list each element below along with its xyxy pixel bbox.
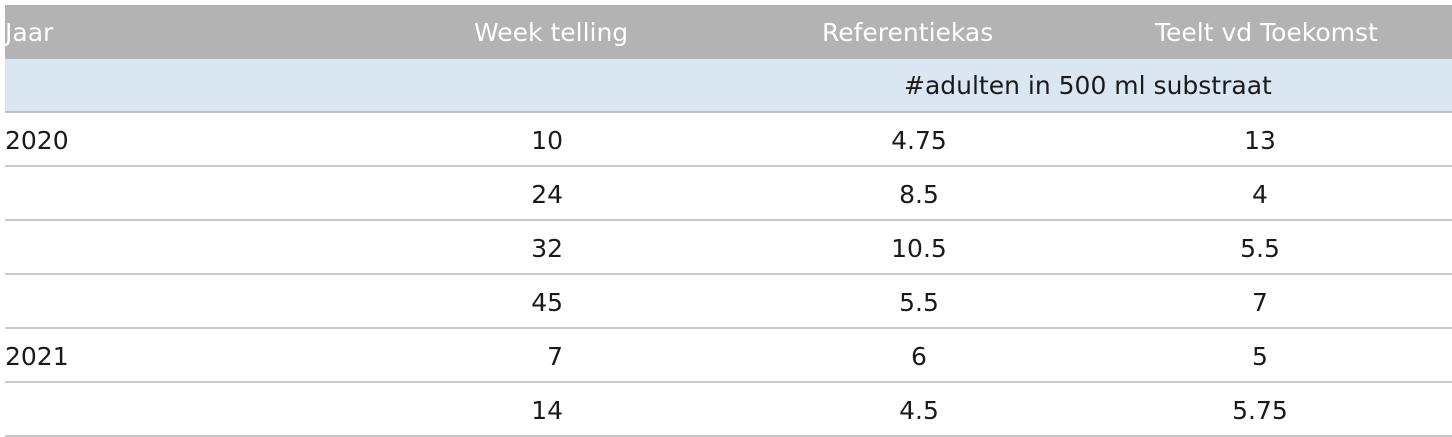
- cell-teelt: 7: [1252, 288, 1268, 317]
- data-table: Jaar Week telling Referentiekas Teelt vd…: [5, 5, 1452, 437]
- header-referentiekas: Referentiekas: [822, 18, 994, 47]
- table-row: 45 5.5 7: [5, 275, 1452, 329]
- table-row: 24 8.5 4: [5, 167, 1452, 221]
- table-header-row: Jaar Week telling Referentiekas Teelt vd…: [5, 5, 1452, 59]
- table-row: 14 4.5 5.75: [5, 383, 1452, 437]
- cell-teelt: 5.75: [1232, 396, 1288, 425]
- cell-teelt: 5.5: [1240, 234, 1280, 263]
- cell-week: 32: [531, 234, 563, 263]
- cell-referentiekas: 6: [911, 342, 927, 371]
- table-unit-row: #adulten in 500 ml substraat: [5, 59, 1452, 113]
- cell-teelt: 13: [1244, 126, 1276, 155]
- cell-week: 45: [531, 288, 563, 317]
- cell-referentiekas: 4.75: [891, 126, 947, 155]
- cell-jaar: 2020: [5, 126, 69, 155]
- header-jaar: Jaar: [5, 18, 54, 47]
- cell-week: 10: [531, 126, 563, 155]
- cell-referentiekas: 10.5: [891, 234, 947, 263]
- header-teelt-vd-toekomst: Teelt vd Toekomst: [1155, 18, 1378, 47]
- cell-referentiekas: 8.5: [899, 180, 939, 209]
- header-week-telling: Week telling: [474, 18, 629, 47]
- cell-week: 14: [531, 396, 563, 425]
- cell-teelt: 4: [1252, 180, 1268, 209]
- table-row: 2020 10 4.75 13: [5, 113, 1452, 167]
- table-row: 32 10.5 5.5: [5, 221, 1452, 275]
- cell-jaar: 2021: [5, 342, 69, 371]
- cell-referentiekas: 5.5: [899, 288, 939, 317]
- table-row: 2021 7 6 5: [5, 329, 1452, 383]
- cell-teelt: 5: [1252, 342, 1268, 371]
- unit-label: #adulten in 500 ml substraat: [904, 71, 1272, 100]
- cell-week: 7: [547, 342, 563, 371]
- cell-referentiekas: 4.5: [899, 396, 939, 425]
- cell-week: 24: [531, 180, 563, 209]
